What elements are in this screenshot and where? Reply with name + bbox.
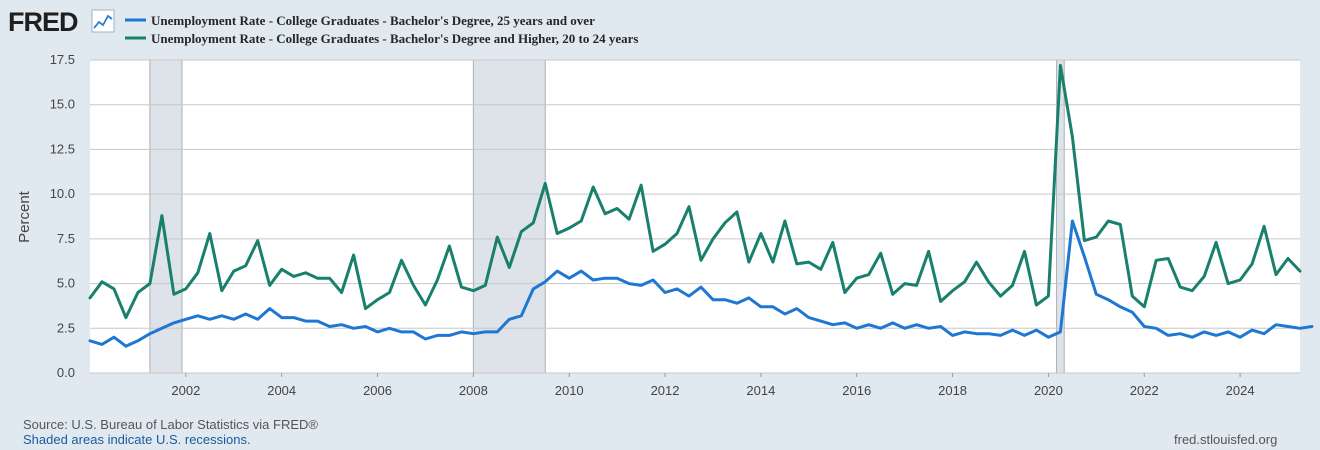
x-tick-label: 2002 (171, 383, 200, 398)
x-tick-label: 2006 (363, 383, 392, 398)
y-tick-label: 7.5 (57, 231, 75, 246)
series-line-2[interactable] (88, 63, 1302, 320)
plot-area (90, 60, 1300, 373)
y-tick-label: 10.0 (50, 186, 75, 201)
source-note: Source: U.S. Bureau of Labor Statistics … (23, 417, 318, 432)
legend-entry-series1[interactable]: Unemployment Rate - College Graduates - … (125, 13, 595, 28)
y-tick-label: 0.0 (57, 365, 75, 380)
series-line-1[interactable] (88, 219, 1314, 348)
y-axis-ticks: 0.0 2.5 5.0 7.5 10.0 12.5 15.0 17.5 (50, 52, 75, 380)
x-tick-label: 2004 (267, 383, 296, 398)
x-tick-label: 2012 (651, 383, 680, 398)
x-axis-ticks: 2002 2004 2006 2008 2010 2012 2014 2016 2018 2020… (171, 373, 1255, 398)
x-tick-label: 2014 (746, 383, 775, 398)
recession-note-link[interactable]: Shaded areas indicate U.S. recessions. (23, 432, 251, 447)
legend-label-series1: Unemployment Rate - College Graduates - … (151, 13, 595, 28)
recession-shading (149, 59, 1065, 374)
x-tick-label: 2024 (1226, 383, 1255, 398)
legend-entry-series2[interactable]: Unemployment Rate - College Graduates - … (125, 31, 638, 46)
grid-lines (90, 59, 1300, 374)
y-tick-label: 5.0 (57, 276, 75, 291)
legend: Unemployment Rate - College Graduates - … (125, 13, 638, 46)
y-axis-label: Percent (16, 190, 33, 243)
y-tick-label: 17.5 (50, 52, 75, 67)
fred-url[interactable]: fred.stlouisfed.org (1174, 432, 1278, 447)
x-tick-label: 2008 (459, 383, 488, 398)
legend-label-series2: Unemployment Rate - College Graduates - … (151, 31, 638, 46)
x-tick-label: 2016 (842, 383, 871, 398)
x-tick-label: 2010 (555, 383, 584, 398)
series-lines (88, 63, 1314, 348)
x-tick-label: 2020 (1034, 383, 1063, 398)
y-tick-label: 2.5 (57, 320, 75, 335)
y-tick-label: 12.5 (50, 141, 75, 156)
fred-logo[interactable]: FRED (8, 7, 115, 37)
x-tick-label: 2018 (938, 383, 967, 398)
fred-logo-text: FRED (8, 7, 78, 37)
chart-trend-icon (91, 9, 115, 33)
y-tick-label: 15.0 (50, 97, 75, 112)
x-tick-label: 2022 (1130, 383, 1159, 398)
